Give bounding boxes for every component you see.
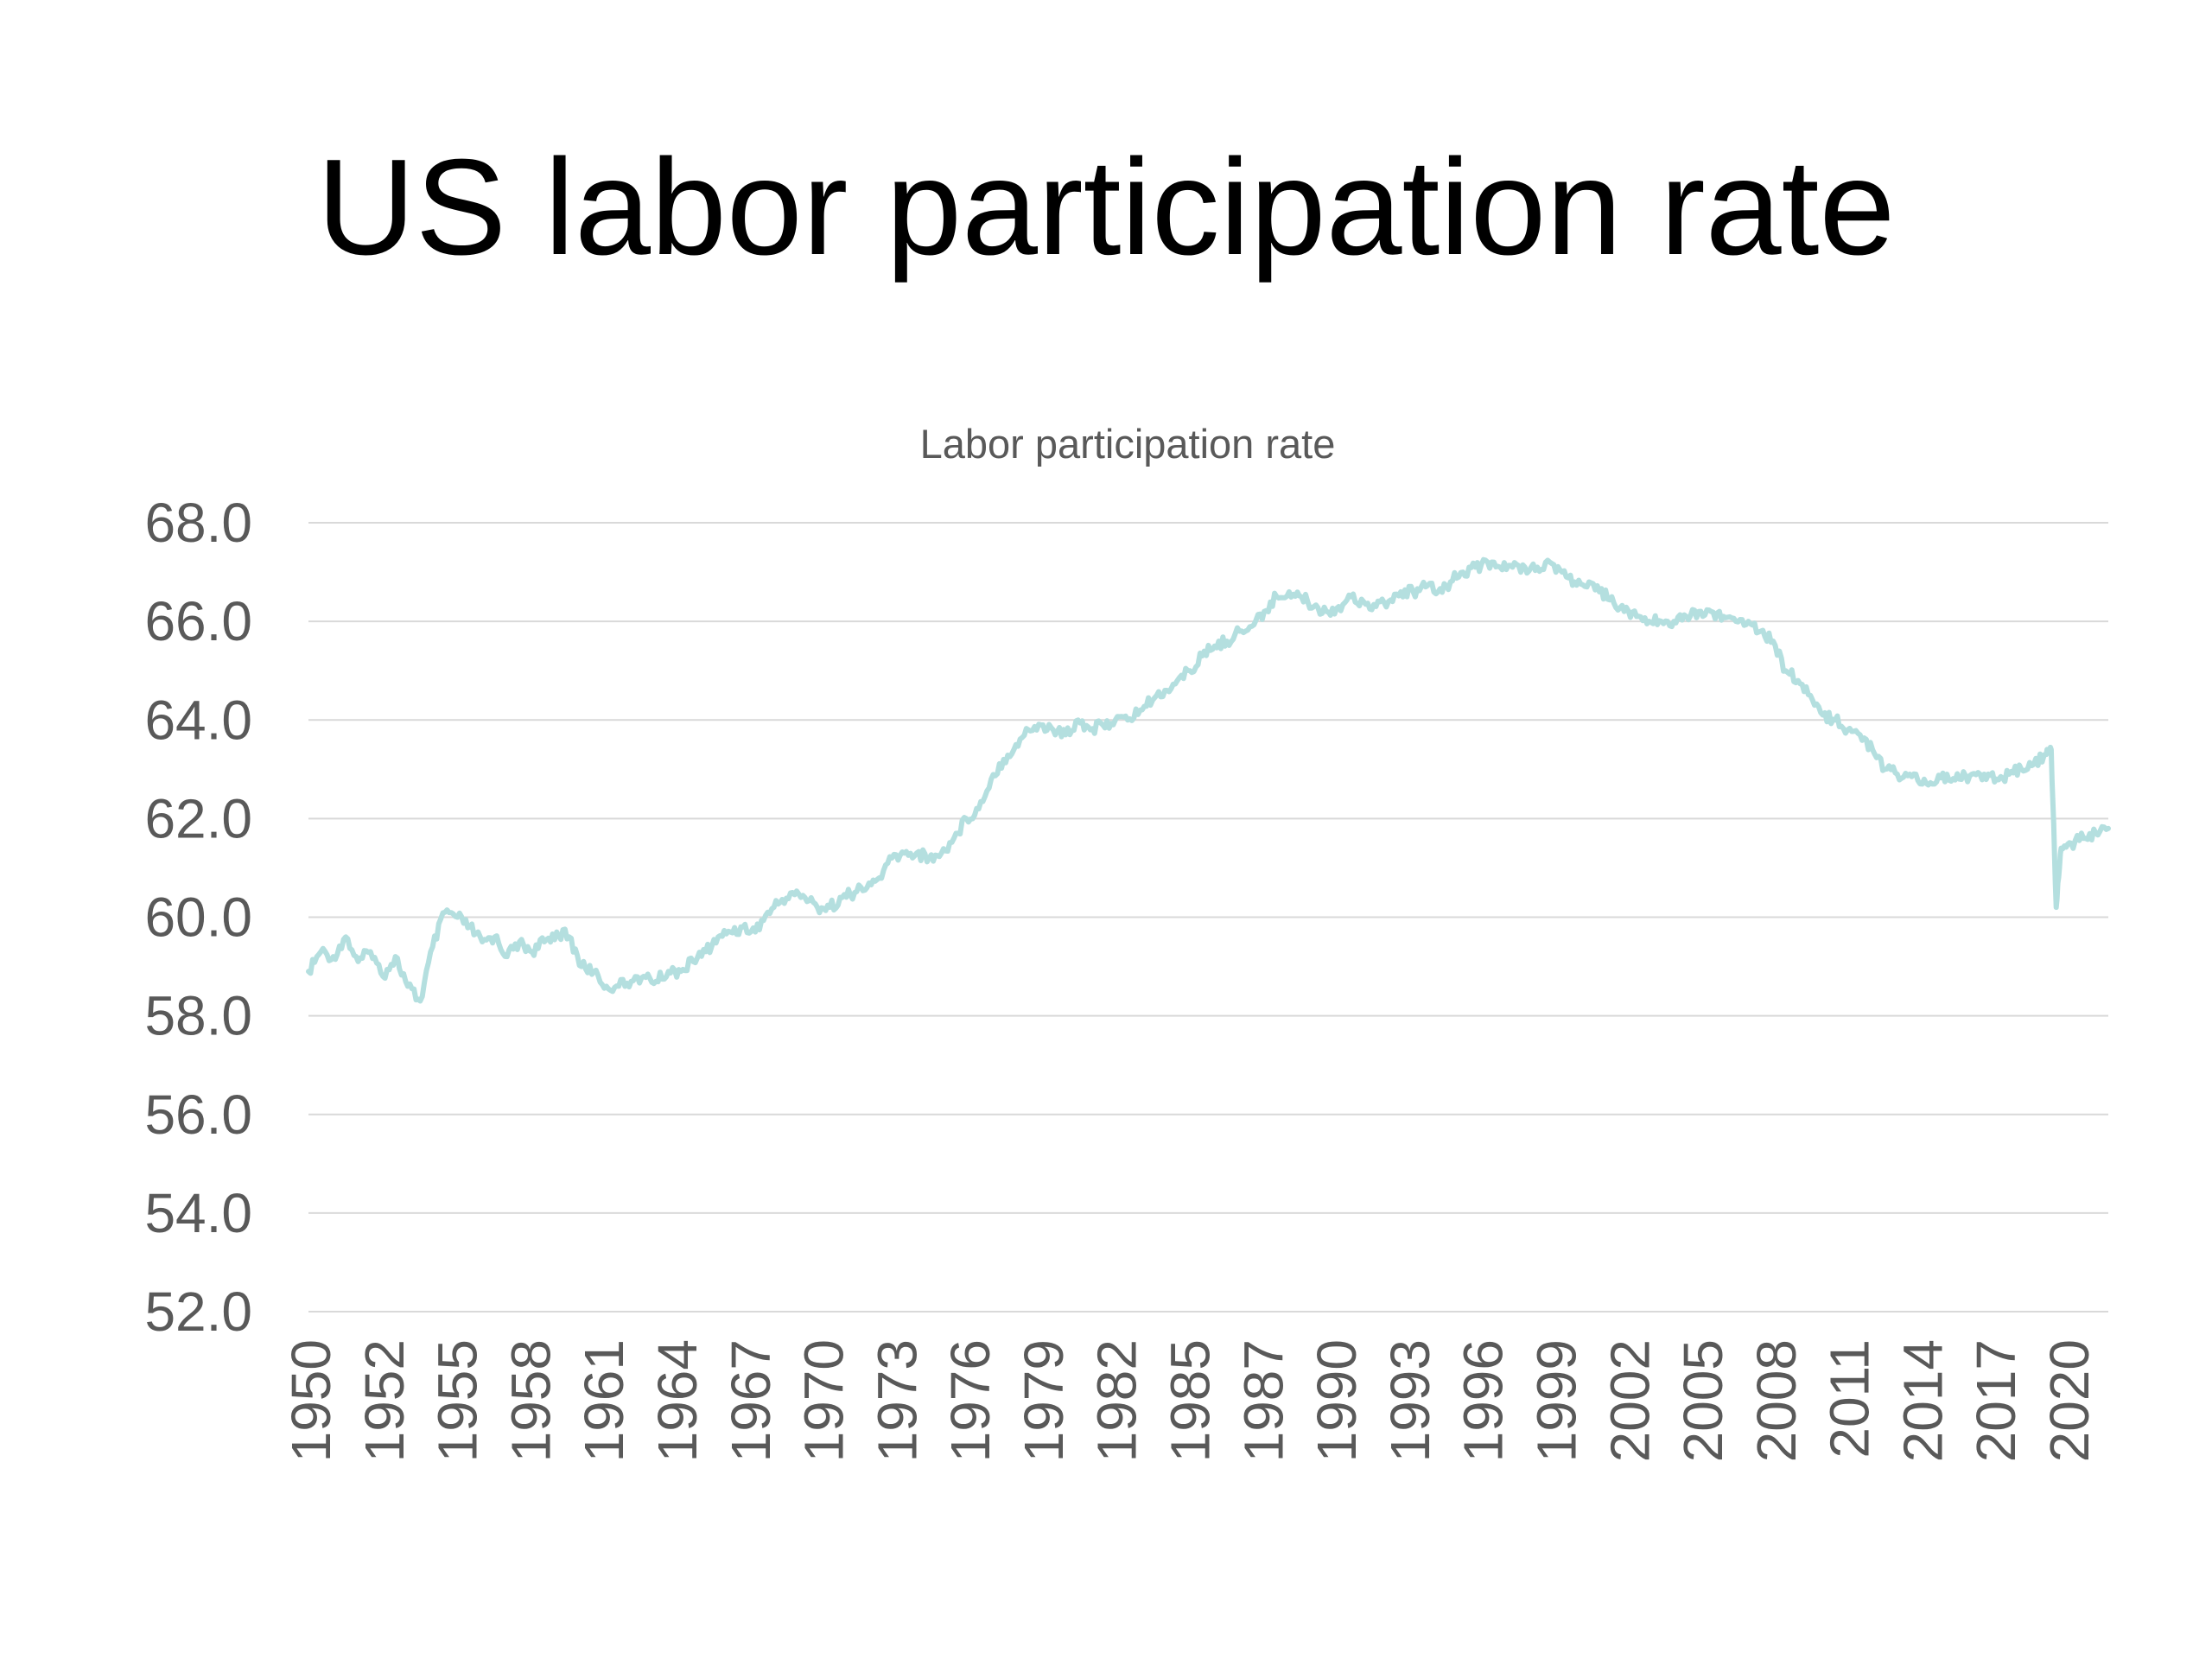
x-tick-label: 2008 — [1745, 1339, 1808, 1462]
y-tick-label: 52.0 — [144, 1281, 252, 1343]
x-tick-label: 1976 — [939, 1339, 1001, 1462]
x-tick-label: 2017 — [1965, 1339, 2027, 1462]
x-tick-label: 1950 — [280, 1339, 342, 1462]
x-tick-label: 1996 — [1452, 1339, 1515, 1462]
y-tick-label: 60.0 — [144, 887, 252, 949]
gridlines — [308, 522, 2108, 1313]
x-tick-label: 1990 — [1306, 1339, 1368, 1462]
y-tick-label: 64.0 — [144, 689, 252, 751]
x-tick-label: 1987 — [1232, 1339, 1294, 1462]
x-tick-label: 1958 — [499, 1339, 562, 1462]
x-tick-label: 1993 — [1379, 1339, 1441, 1462]
x-tick-label: 1985 — [1160, 1339, 1222, 1462]
y-axis-ticks: 68.0 66.0 64.0 62.0 60.0 58.0 56.0 54.0 52.0 — [144, 492, 252, 1343]
x-tick-label: 1964 — [646, 1339, 709, 1462]
x-tick-label: 1961 — [573, 1339, 635, 1462]
x-tick-label: 2002 — [1599, 1339, 1661, 1462]
x-axis-ticks: 1950 1952 1955 1958 1961 1964 1967 1970 1973 1976… — [280, 1339, 2101, 1462]
x-tick-label: 2005 — [1672, 1339, 1734, 1462]
x-tick-label: 2014 — [1891, 1339, 1954, 1462]
x-tick-label: 1973 — [866, 1339, 928, 1462]
slide-title: US labor participation rate — [316, 131, 1896, 283]
chart-title: Labor participation rate — [920, 421, 1336, 467]
x-tick-label: 1967 — [720, 1339, 782, 1462]
x-tick-label: 1970 — [793, 1339, 855, 1462]
x-tick-label: 2020 — [2038, 1339, 2101, 1462]
y-tick-label: 56.0 — [144, 1084, 252, 1146]
y-tick-label: 54.0 — [144, 1182, 252, 1244]
y-tick-label: 68.0 — [144, 492, 252, 554]
y-tick-label: 62.0 — [144, 787, 252, 849]
series-layer — [306, 556, 2111, 1004]
x-tick-label: 1955 — [427, 1339, 489, 1462]
x-tick-label: 1982 — [1086, 1339, 1148, 1462]
y-tick-label: 66.0 — [144, 590, 252, 652]
y-tick-label: 58.0 — [144, 985, 252, 1047]
series-line — [306, 556, 2111, 1004]
x-tick-label: 1952 — [353, 1339, 416, 1462]
x-tick-label: 1979 — [1013, 1339, 1075, 1462]
x-tick-label: 2011 — [1819, 1339, 1881, 1459]
x-tick-label: 1999 — [1525, 1339, 1587, 1462]
